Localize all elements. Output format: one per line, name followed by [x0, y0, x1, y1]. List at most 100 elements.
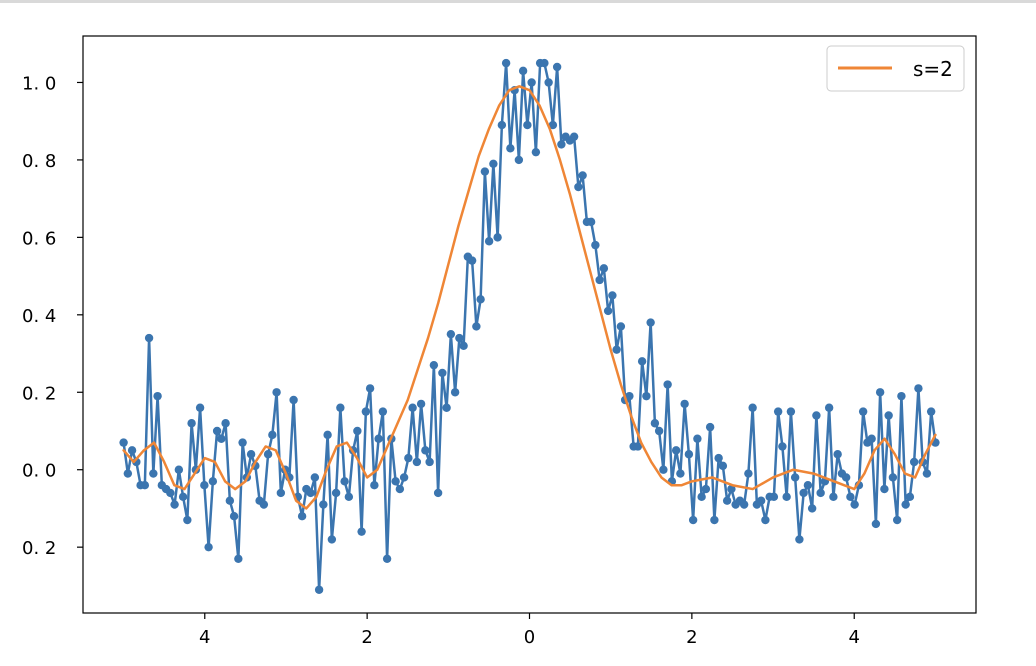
data-point — [149, 469, 158, 478]
data-point — [659, 465, 668, 474]
data-point — [603, 306, 613, 316]
series-noisy-markers — [119, 58, 940, 594]
data-point — [871, 519, 881, 529]
data-point — [225, 496, 235, 505]
data-point — [782, 492, 791, 502]
data-point — [229, 511, 239, 521]
y-tick-label: 0. 4 — [22, 306, 56, 327]
data-point — [361, 407, 371, 416]
legend: s=2 — [826, 45, 965, 92]
data-point — [183, 515, 192, 525]
data-point — [824, 403, 834, 412]
data-point — [438, 368, 447, 378]
data-point — [404, 453, 413, 463]
data-point — [272, 388, 281, 397]
data-point — [875, 388, 885, 397]
data-point — [514, 155, 524, 165]
data-point — [429, 360, 439, 370]
data-point — [922, 469, 932, 478]
data-point — [846, 492, 855, 502]
data-point — [773, 407, 783, 416]
data-point — [140, 481, 150, 490]
data-point — [680, 399, 689, 409]
data-point — [340, 477, 349, 486]
data-point — [480, 167, 490, 176]
data-point — [739, 500, 749, 509]
data-point — [314, 585, 324, 594]
data-point — [684, 450, 694, 459]
data-point — [756, 496, 766, 505]
data-point — [187, 419, 196, 428]
data-point — [718, 461, 728, 471]
data-point — [926, 407, 936, 416]
data-point — [378, 407, 388, 416]
data-point — [412, 457, 422, 467]
x-axis: 4 2 0 2 4 — [199, 613, 860, 648]
data-point — [391, 477, 400, 486]
data-point — [527, 78, 536, 87]
data-point — [625, 391, 634, 401]
data-point — [472, 322, 481, 331]
data-point — [697, 492, 706, 502]
data-point — [395, 484, 405, 494]
data-point — [238, 438, 247, 447]
y-tick-label: 0. 2 — [22, 538, 56, 559]
data-point — [884, 411, 893, 420]
data-point — [909, 457, 919, 467]
data-point — [569, 132, 579, 141]
data-point — [812, 411, 821, 420]
data-point — [663, 380, 672, 389]
y-tick-label: 0. 0 — [22, 461, 56, 482]
data-point — [374, 434, 383, 443]
data-point — [153, 391, 162, 401]
data-point — [319, 500, 328, 509]
data-point — [246, 450, 256, 459]
data-point — [204, 542, 213, 552]
data-point — [807, 504, 817, 513]
data-point — [578, 171, 587, 180]
data-point — [327, 535, 337, 544]
data-point — [127, 446, 137, 455]
data-point — [208, 477, 218, 486]
data-point — [268, 430, 277, 440]
data-point — [493, 233, 502, 242]
data-point — [467, 256, 477, 265]
data-point — [119, 438, 128, 447]
data-point — [769, 492, 779, 502]
data-point — [276, 488, 286, 498]
data-point — [446, 329, 456, 339]
data-point — [540, 58, 549, 68]
data-point — [123, 469, 133, 478]
data-point — [586, 217, 596, 227]
data-point — [612, 345, 621, 354]
data-point — [608, 291, 617, 300]
data-point — [433, 488, 443, 498]
data-point — [357, 527, 366, 536]
data-point — [778, 442, 787, 451]
x-tick-label: 2 — [686, 627, 697, 648]
data-point — [880, 484, 889, 494]
data-point — [174, 465, 184, 474]
data-point — [506, 144, 515, 153]
y-axis: 0. 2 0. 0 0. 2 0. 4 0. 6 0. 8 1. 0 — [22, 73, 83, 559]
data-point — [263, 450, 273, 459]
x-tick-label: 2 — [361, 627, 372, 648]
data-point — [599, 264, 609, 273]
legend-label-s2: s=2 — [913, 57, 953, 81]
data-point — [705, 422, 715, 432]
data-point — [399, 473, 409, 482]
data-point — [331, 488, 341, 498]
data-point — [841, 473, 851, 482]
data-point — [591, 240, 600, 250]
data-point — [336, 403, 345, 412]
data-point — [195, 403, 205, 412]
data-point — [858, 407, 868, 416]
data-point — [595, 275, 604, 285]
data-point — [833, 450, 842, 459]
data-point — [548, 120, 558, 130]
data-point — [170, 500, 179, 509]
data-point — [459, 341, 468, 350]
data-point — [646, 318, 655, 327]
data-point — [365, 384, 375, 393]
